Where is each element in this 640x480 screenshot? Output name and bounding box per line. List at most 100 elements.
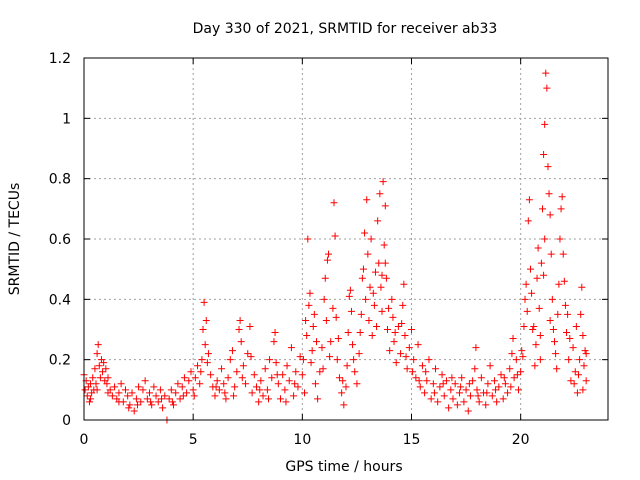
data-point [158,395,166,403]
data-point [445,404,453,412]
data-point [492,386,500,394]
data-point [81,386,89,394]
data-point [482,401,490,409]
data-point [178,383,186,391]
data-point [484,380,492,388]
x-tick-label: 0 [80,432,89,448]
data-point [273,371,281,379]
data-point [448,374,456,382]
data-point [397,350,405,358]
data-point [204,350,212,358]
data-point [277,395,284,403]
data-point [488,392,496,400]
data-point [559,250,567,258]
data-point [400,280,408,288]
data-point [490,377,498,385]
data-point [364,250,372,258]
y-tick-label: 0.2 [49,353,71,369]
data-point [207,371,215,379]
data-point [577,310,585,318]
data-point [309,322,317,330]
data-point [349,341,357,349]
data-point [305,301,313,309]
data-point [425,356,433,364]
data-point [327,338,335,346]
data-point [191,374,199,382]
data-point [518,347,526,355]
data-point [115,389,123,397]
data-point [357,310,365,318]
data-point [314,395,322,403]
data-point [555,280,563,288]
data-point [579,332,587,340]
x-axis: 0 5 10 15 20 [80,58,530,448]
data-point [274,380,282,388]
data-point [366,283,374,291]
data-point [325,250,333,258]
data-point [147,398,155,406]
data-point [509,335,517,343]
data-point [572,322,580,330]
data-point [320,295,328,303]
data-point [512,356,520,364]
y-tick-label: 0.8 [49,172,71,188]
data-point [124,392,132,400]
data-point [351,368,359,376]
data-point [519,353,527,361]
data-point [401,332,409,340]
data-point [472,344,480,352]
data-point [430,389,438,397]
data-point [571,368,579,376]
data-point [529,326,537,333]
data-point [347,307,355,315]
data-point [222,395,230,403]
data-point [294,383,302,391]
data-point [542,69,550,77]
data-point [530,322,538,330]
data-point [576,356,584,364]
data-point [126,401,134,409]
data-point [383,326,391,333]
data-point [239,362,247,370]
data-point [189,386,197,394]
data-point [307,359,315,367]
data-point [418,362,426,370]
data-point [421,389,429,397]
data-point [469,377,477,385]
data-point [256,386,264,394]
data-point [552,350,560,358]
data-point [545,190,553,198]
x-tick-label: 10 [293,432,311,448]
data-point [540,271,548,279]
data-point [405,344,413,352]
data-point [159,404,167,412]
data-point [270,338,278,346]
data-point [264,395,272,403]
data-point [379,178,387,186]
data-point [281,386,289,394]
data-point [266,356,274,364]
data-point [466,392,474,400]
data-point [128,389,136,397]
data-point [432,365,440,373]
data-point [290,392,298,400]
data-point [374,217,382,225]
y-axis: 0 0.2 0.4 0.6 0.8 1 1.2 [49,51,608,429]
data-point [271,329,279,337]
data-point [390,338,398,346]
data-point [532,341,540,349]
data-point [143,395,151,403]
data-point [255,398,263,406]
data-point [528,289,536,297]
data-point [408,326,415,333]
data-point [298,371,306,379]
data-point [272,359,280,367]
data-point [301,389,309,397]
data-point [93,350,101,358]
data-point [318,344,326,352]
data-point [137,398,145,406]
data-point [493,398,501,406]
data-point [447,386,455,394]
data-point [268,374,276,382]
